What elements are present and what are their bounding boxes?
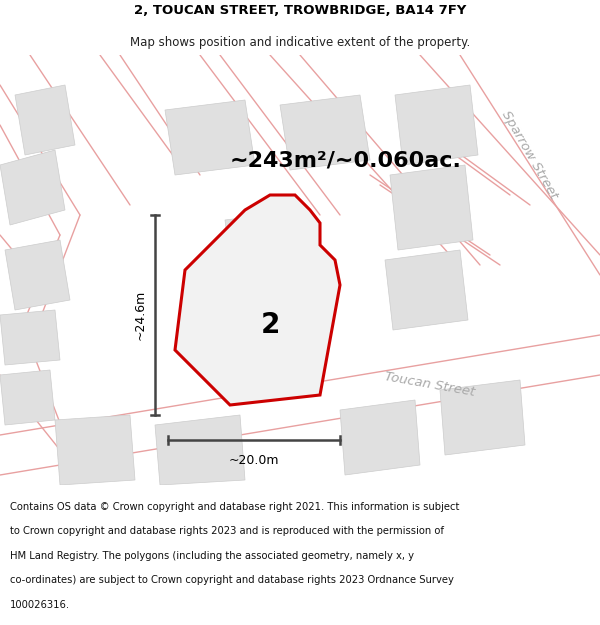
Polygon shape bbox=[225, 210, 320, 300]
Polygon shape bbox=[175, 195, 340, 405]
Text: Toucan Street: Toucan Street bbox=[384, 371, 476, 399]
Polygon shape bbox=[165, 100, 255, 175]
Polygon shape bbox=[15, 85, 75, 155]
Text: ~24.6m: ~24.6m bbox=[134, 290, 147, 340]
Text: 2, TOUCAN STREET, TROWBRIDGE, BA14 7FY: 2, TOUCAN STREET, TROWBRIDGE, BA14 7FY bbox=[134, 4, 466, 18]
Polygon shape bbox=[395, 85, 478, 165]
Text: HM Land Registry. The polygons (including the associated geometry, namely x, y: HM Land Registry. The polygons (includin… bbox=[10, 551, 413, 561]
Polygon shape bbox=[440, 380, 525, 455]
Polygon shape bbox=[390, 165, 473, 250]
Polygon shape bbox=[0, 150, 65, 225]
Text: ~243m²/~0.060ac.: ~243m²/~0.060ac. bbox=[230, 150, 462, 170]
Polygon shape bbox=[155, 415, 245, 485]
Text: 100026316.: 100026316. bbox=[10, 600, 70, 610]
Polygon shape bbox=[0, 310, 60, 365]
Polygon shape bbox=[5, 240, 70, 310]
Text: Contains OS data © Crown copyright and database right 2021. This information is : Contains OS data © Crown copyright and d… bbox=[10, 502, 459, 512]
Polygon shape bbox=[0, 370, 55, 425]
Text: ~20.0m: ~20.0m bbox=[229, 454, 279, 467]
Text: Sparrow Street: Sparrow Street bbox=[499, 109, 560, 201]
Text: Map shows position and indicative extent of the property.: Map shows position and indicative extent… bbox=[130, 36, 470, 49]
Polygon shape bbox=[55, 415, 135, 485]
Text: co-ordinates) are subject to Crown copyright and database rights 2023 Ordnance S: co-ordinates) are subject to Crown copyr… bbox=[10, 575, 454, 585]
Polygon shape bbox=[385, 250, 468, 330]
Polygon shape bbox=[280, 95, 370, 170]
Text: to Crown copyright and database rights 2023 and is reproduced with the permissio: to Crown copyright and database rights 2… bbox=[10, 526, 443, 536]
Polygon shape bbox=[340, 400, 420, 475]
Text: 2: 2 bbox=[260, 311, 280, 339]
